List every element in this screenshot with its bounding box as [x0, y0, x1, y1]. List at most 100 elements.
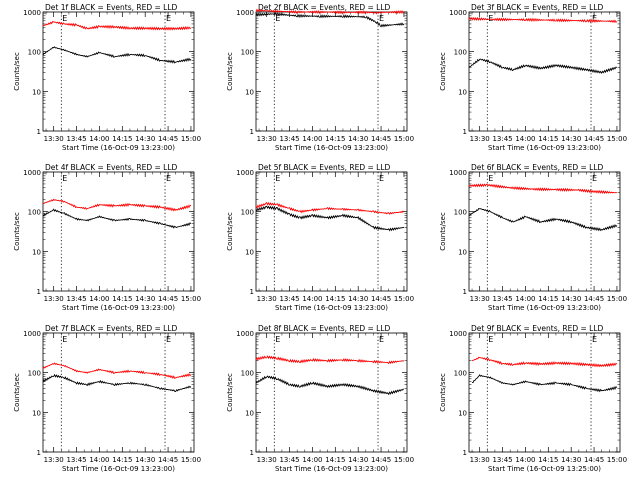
panel-title: Det 8f BLACK = Events, RED = LLD: [258, 324, 391, 333]
y-tick-label: 10: [32, 409, 41, 417]
x-tick-label: 14:00: [89, 295, 109, 303]
detector-panel: Det 8f BLACK = Events, RED = LLD 1 10 100 10…: [226, 324, 414, 473]
plot-frame: [255, 332, 408, 453]
y-tick-label: 10: [32, 88, 41, 96]
x-tick-label: 14:15: [325, 135, 345, 143]
plot-frame: [42, 171, 195, 292]
y-tick-label: 1000: [23, 9, 41, 17]
x-tick-label: 14:30: [348, 135, 368, 143]
lld-rate-line: [471, 356, 618, 368]
x-tick-label: 13:45: [279, 456, 299, 464]
y-tick-label: 100: [241, 209, 254, 217]
plot-frame: [42, 332, 195, 453]
detector-panel: Det 2f BLACK = Events, RED = LLD 1 10 100 10…: [226, 3, 414, 152]
x-tick-label: 15:00: [394, 456, 414, 464]
plot-frame: [42, 11, 195, 132]
y-tick-label: 1: [250, 288, 254, 296]
plot-frame: [468, 11, 621, 132]
y-axis-label: Counts/sec: [226, 212, 234, 251]
event-marker-label: E: [166, 14, 171, 23]
y-axis-label: Counts/sec: [439, 212, 447, 251]
x-tick-label: 13:30: [44, 295, 64, 303]
event-marker-label: E: [379, 335, 384, 344]
y-axis-label: Counts/sec: [13, 52, 21, 91]
detector-panel: Det 4f BLACK = Events, RED = LLD 1 10 100 10…: [13, 163, 201, 312]
x-tick-label: 13:30: [470, 456, 490, 464]
panel-title: Det 7f BLACK = Events, RED = LLD: [45, 324, 178, 333]
y-tick-label: 100: [241, 49, 254, 57]
x-tick-label: 14:15: [538, 135, 558, 143]
lld-rate-line: [42, 20, 192, 31]
lld-rate-line: [42, 198, 192, 212]
x-tick-label: 14:15: [325, 295, 345, 303]
x-tick-label: 15:00: [181, 135, 201, 143]
lld-rate-line: [468, 16, 618, 24]
y-tick-label: 1: [37, 449, 41, 457]
x-tick-label: 15:00: [394, 295, 414, 303]
x-tick-label: 14:45: [371, 456, 391, 464]
x-tick-label: 15:00: [607, 456, 627, 464]
x-tick-label: 14:45: [584, 135, 604, 143]
lld-rate-line: [255, 355, 405, 365]
y-tick-label: 1: [250, 449, 254, 457]
event-rate-line: [42, 46, 192, 64]
x-tick-label: 15:00: [181, 456, 201, 464]
detector-panel: Det 9f BLACK = Events, RED = LLD 1 10 100 10…: [439, 324, 627, 473]
x-tick-label: 14:30: [561, 456, 581, 464]
y-tick-label: 1: [37, 128, 41, 136]
y-tick-label: 100: [454, 49, 467, 57]
x-tick-label: 14:30: [135, 456, 155, 464]
x-tick-label: 15:00: [394, 135, 414, 143]
y-tick-label: 1000: [23, 330, 41, 338]
x-axis-label: Start Time (16-Oct-09 13:23:00): [62, 465, 175, 473]
y-tick-label: 1000: [23, 169, 41, 177]
y-tick-label: 1: [463, 449, 467, 457]
detector-panel: Det 6f BLACK = Events, RED = LLD 1 10 100 10…: [439, 163, 627, 312]
x-tick-label: 14:15: [538, 456, 558, 464]
y-tick-label: 1: [37, 288, 41, 296]
x-tick-label: 14:15: [112, 135, 132, 143]
event-marker-label: E: [275, 14, 280, 23]
y-tick-label: 10: [458, 248, 467, 256]
event-rate-line: [42, 208, 192, 229]
event-marker-label: E: [166, 335, 171, 344]
panel-title: Det 6f BLACK = Events, RED = LLD: [471, 163, 604, 172]
x-tick-label: 13:45: [492, 456, 512, 464]
lld-rate-line: [468, 183, 617, 195]
x-tick-label: 14:30: [561, 295, 581, 303]
x-tick-label: 14:00: [302, 295, 322, 303]
x-tick-label: 14:30: [135, 295, 155, 303]
panel-title: Det 3f BLACK = Events, RED = LLD: [471, 3, 604, 12]
x-tick-label: 14:15: [325, 456, 345, 464]
plot-frame: [468, 171, 621, 292]
y-tick-label: 100: [28, 370, 41, 378]
x-tick-label: 14:30: [348, 295, 368, 303]
panel-title: Det 1f BLACK = Events, RED = LLD: [45, 3, 178, 12]
panel-title: Det 4f BLACK = Events, RED = LLD: [45, 163, 178, 172]
x-tick-label: 14:45: [371, 135, 391, 143]
y-tick-label: 1000: [236, 330, 254, 338]
y-tick-label: 10: [245, 248, 254, 256]
y-axis-label: Counts/sec: [226, 52, 234, 91]
y-tick-label: 1: [250, 128, 254, 136]
x-tick-label: 15:00: [181, 295, 201, 303]
event-rate-line: [468, 58, 618, 74]
lld-rate-line: [42, 362, 192, 380]
x-tick-label: 13:45: [279, 135, 299, 143]
event-marker-label: E: [488, 335, 493, 344]
plot-frame: [255, 11, 408, 132]
x-tick-label: 14:00: [302, 135, 322, 143]
x-tick-label: 14:15: [112, 456, 132, 464]
x-tick-label: 14:15: [538, 295, 558, 303]
event-marker-label: E: [62, 174, 67, 183]
x-tick-label: 14:45: [158, 295, 178, 303]
x-tick-label: 14:00: [515, 135, 535, 143]
y-tick-label: 1000: [236, 169, 254, 177]
x-tick-label: 14:30: [348, 456, 368, 464]
plot-frame: [468, 332, 621, 453]
panel-title: Det 9f BLACK = Events, RED = LLD: [471, 324, 604, 333]
x-tick-label: 13:45: [66, 295, 86, 303]
event-marker-label: E: [379, 174, 384, 183]
x-tick-label: 14:00: [515, 295, 535, 303]
event-marker-label: E: [62, 335, 67, 344]
